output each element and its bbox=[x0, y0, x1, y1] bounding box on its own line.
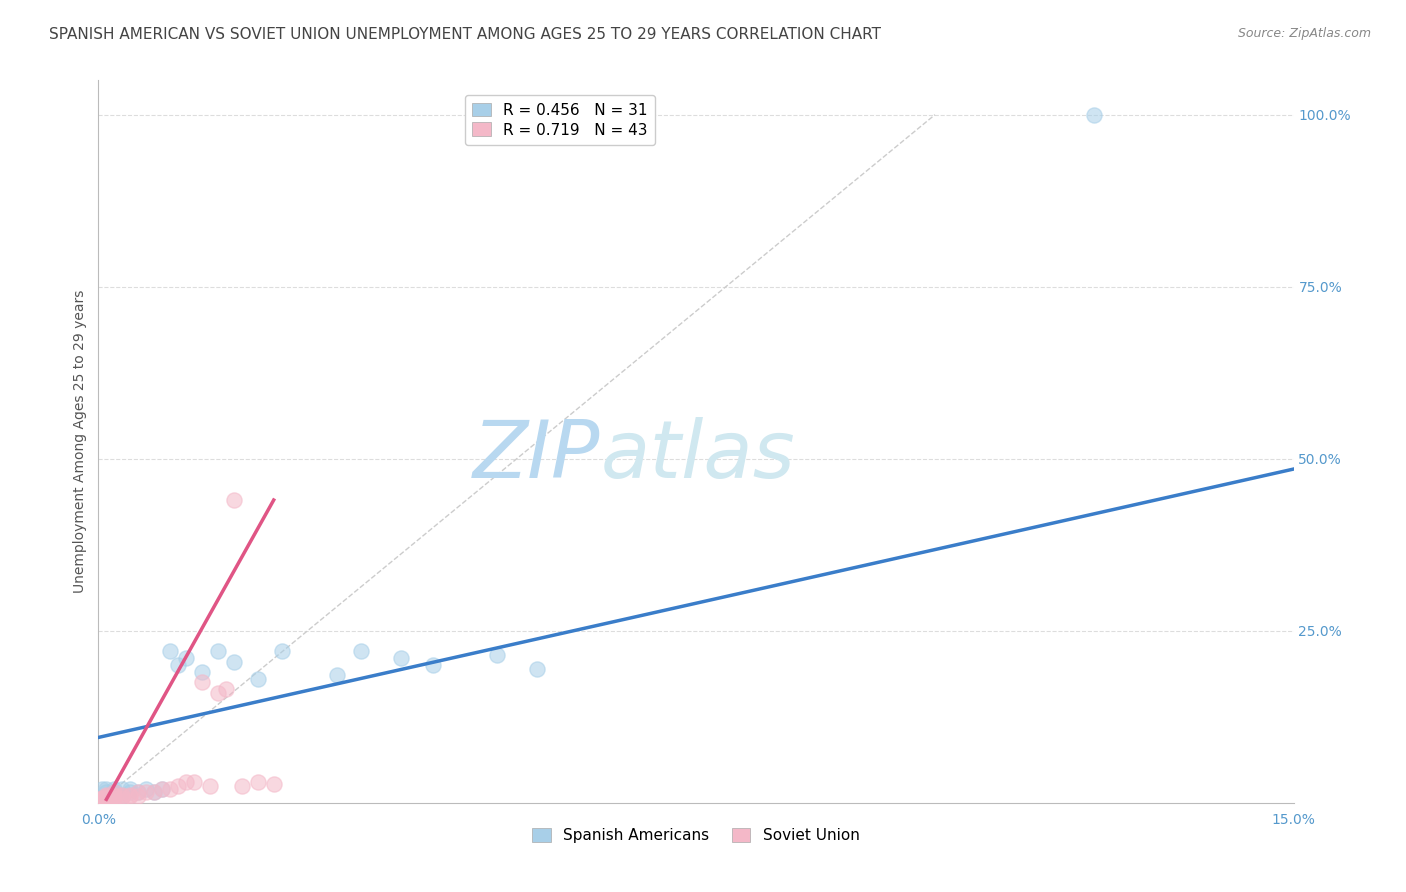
Point bbox=[103, 785, 125, 799]
Point bbox=[246, 775, 269, 789]
Point bbox=[326, 668, 349, 682]
Point bbox=[231, 779, 253, 793]
Point bbox=[191, 675, 214, 690]
Point bbox=[198, 779, 221, 793]
Text: atlas: atlas bbox=[600, 417, 796, 495]
Point bbox=[167, 779, 190, 793]
Point bbox=[183, 775, 205, 789]
Point bbox=[120, 788, 142, 802]
Point bbox=[96, 785, 118, 799]
Point bbox=[103, 791, 125, 805]
Point bbox=[389, 651, 412, 665]
Point bbox=[96, 789, 118, 803]
Point bbox=[422, 658, 444, 673]
Point bbox=[96, 788, 118, 802]
Point bbox=[120, 789, 142, 803]
Point bbox=[485, 648, 508, 662]
Point bbox=[127, 789, 149, 803]
Point bbox=[97, 790, 120, 805]
Point bbox=[1083, 108, 1105, 122]
Text: Source: ZipAtlas.com: Source: ZipAtlas.com bbox=[1237, 27, 1371, 40]
Point bbox=[120, 782, 142, 797]
Point bbox=[90, 792, 112, 806]
Point bbox=[222, 493, 245, 508]
Point bbox=[174, 651, 197, 665]
Point bbox=[526, 662, 548, 676]
Point bbox=[143, 785, 166, 799]
Point bbox=[174, 775, 197, 789]
Point bbox=[103, 789, 125, 803]
Point bbox=[98, 790, 122, 805]
Point bbox=[270, 644, 292, 658]
Point bbox=[150, 782, 173, 797]
Point bbox=[90, 792, 112, 806]
Point bbox=[103, 788, 125, 802]
Point bbox=[215, 682, 238, 697]
Point bbox=[127, 785, 149, 799]
Point bbox=[96, 792, 118, 806]
Point bbox=[94, 792, 117, 806]
Point bbox=[135, 785, 157, 799]
Point bbox=[96, 791, 118, 805]
Point bbox=[111, 788, 134, 802]
Legend: Spanish Americans, Soviet Union: Spanish Americans, Soviet Union bbox=[526, 822, 866, 849]
Point bbox=[167, 658, 190, 673]
Point bbox=[91, 792, 114, 806]
Point bbox=[103, 789, 125, 803]
Point bbox=[111, 789, 134, 803]
Point bbox=[97, 791, 120, 805]
Point bbox=[143, 785, 166, 799]
Point bbox=[263, 776, 285, 790]
Point bbox=[222, 655, 245, 669]
Point bbox=[91, 782, 114, 797]
Point bbox=[103, 785, 125, 799]
Point bbox=[127, 785, 149, 799]
Point bbox=[150, 782, 173, 797]
Point bbox=[159, 644, 181, 658]
Point bbox=[350, 644, 373, 658]
Point bbox=[111, 791, 134, 805]
Point bbox=[96, 782, 118, 797]
Point bbox=[191, 665, 214, 679]
Point bbox=[135, 782, 157, 797]
Y-axis label: Unemployment Among Ages 25 to 29 years: Unemployment Among Ages 25 to 29 years bbox=[73, 290, 87, 593]
Point bbox=[111, 782, 134, 797]
Point bbox=[103, 782, 125, 797]
Point bbox=[96, 790, 118, 805]
Point bbox=[103, 792, 125, 806]
Point bbox=[91, 791, 114, 805]
Point bbox=[159, 782, 181, 797]
Point bbox=[93, 792, 115, 806]
Point bbox=[207, 644, 229, 658]
Point bbox=[246, 672, 269, 686]
Point bbox=[91, 792, 114, 806]
Text: SPANISH AMERICAN VS SOVIET UNION UNEMPLOYMENT AMONG AGES 25 TO 29 YEARS CORRELAT: SPANISH AMERICAN VS SOVIET UNION UNEMPLO… bbox=[49, 27, 882, 42]
Text: ZIP: ZIP bbox=[472, 417, 600, 495]
Point bbox=[120, 785, 142, 799]
Point bbox=[89, 792, 111, 806]
Point bbox=[96, 789, 118, 803]
Point bbox=[98, 789, 122, 803]
Point bbox=[207, 686, 229, 700]
Point bbox=[111, 789, 134, 803]
